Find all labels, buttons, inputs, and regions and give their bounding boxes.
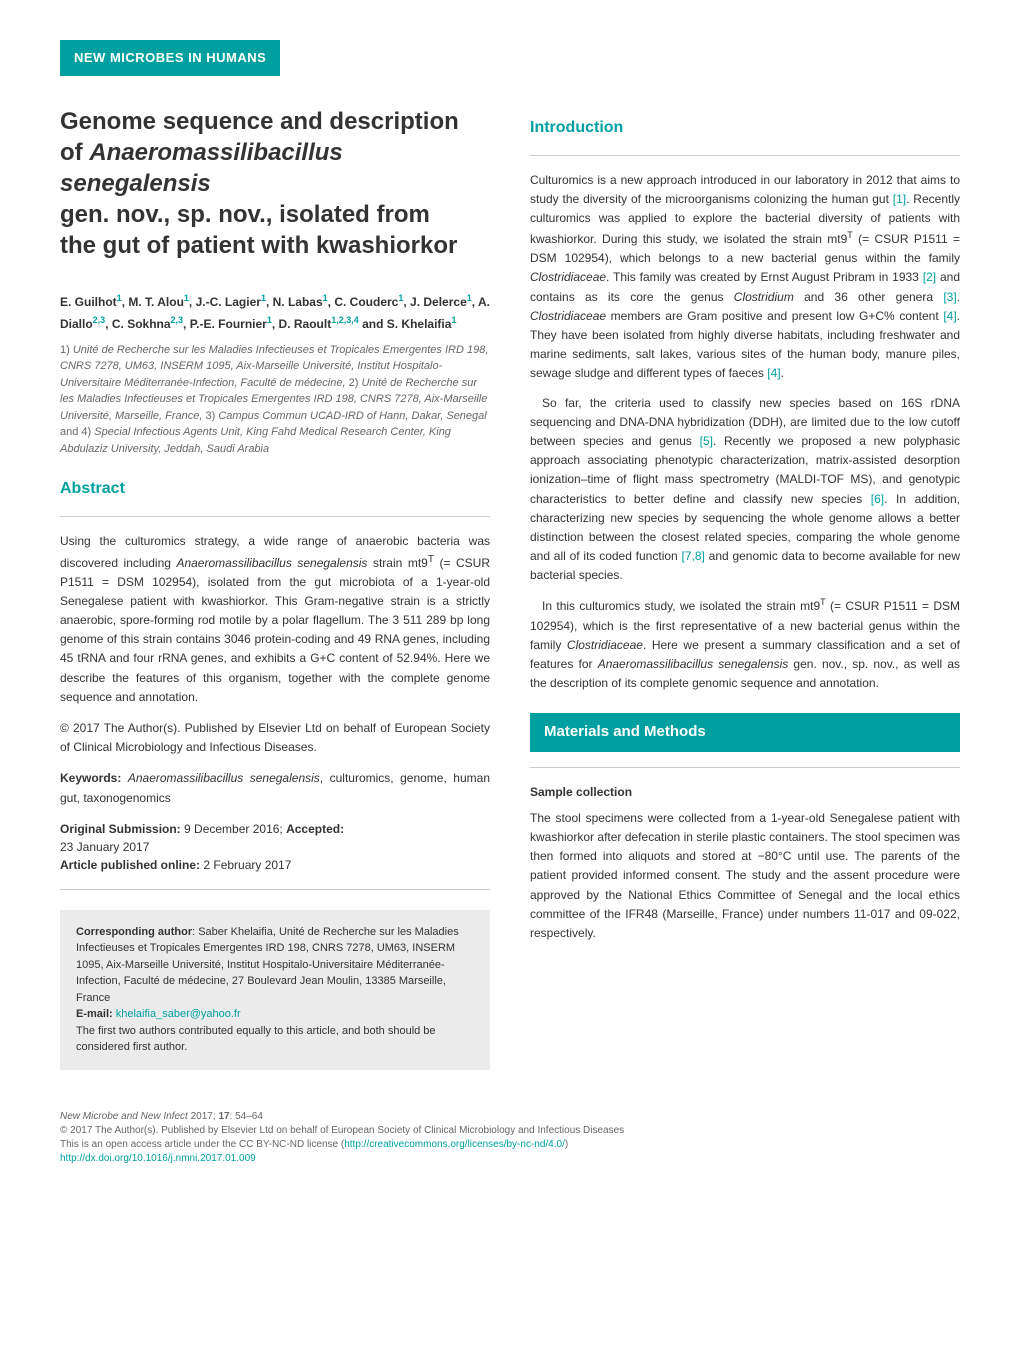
- authors-list: E. Guilhot1, M. T. Alou1, J.-C. Lagier1,…: [60, 291, 490, 333]
- ref-link-4[interactable]: [4]: [943, 309, 956, 323]
- methods-title: Materials and Methods: [544, 723, 706, 740]
- right-column: Introduction Culturomics is a new approa…: [530, 106, 960, 1070]
- intro-paragraph-3: In this culturomics study, we isolated t…: [530, 595, 960, 693]
- footer-license-close: ): [565, 1139, 568, 1150]
- methods-section-bar: Materials and Methods: [530, 713, 960, 752]
- submission-info: Original Submission: 9 December 2016; Ac…: [60, 820, 490, 874]
- introduction-divider: [530, 155, 960, 156]
- methods-divider: [530, 767, 960, 768]
- original-submission-date: 9 December 2016;: [181, 822, 286, 836]
- published-date: 2 February 2017: [200, 858, 291, 872]
- title-species: Anaeromassilibacillus senegalensis: [60, 139, 343, 197]
- footer-license-link[interactable]: http://creativecommons.org/licenses/by-n…: [344, 1139, 565, 1150]
- abstract-divider: [60, 516, 490, 517]
- title-line4: the gut of patient with kwashiorkor: [60, 232, 457, 259]
- keywords-block: Keywords: Anaeromassilibacillus senegale…: [60, 769, 490, 807]
- submission-divider: [60, 889, 490, 890]
- ref-link-2[interactable]: [2]: [923, 270, 936, 284]
- intro-paragraph-1: Culturomics is a new approach introduced…: [530, 171, 960, 384]
- left-column: Genome sequence and description of Anaer…: [60, 106, 490, 1070]
- corresponding-author-box: Corresponding author: Saber Khelaifia, U…: [60, 910, 490, 1070]
- original-submission-label: Original Submission:: [60, 822, 181, 836]
- abstract-title: Abstract: [60, 477, 490, 501]
- title-line2: of: [60, 139, 89, 166]
- corresponding-note: The first two authors contributed equall…: [76, 1025, 436, 1054]
- ref-link-6[interactable]: [6]: [871, 492, 884, 506]
- footer-doi-link[interactable]: http://dx.doi.org/10.1016/j.nmni.2017.01…: [60, 1153, 256, 1164]
- footer-license: This is an open access article under the…: [60, 1138, 960, 1152]
- footer-citation: New Microbe and New Infect 2017; 17: 54–…: [60, 1110, 960, 1124]
- main-content: Genome sequence and description of Anaer…: [60, 106, 960, 1070]
- introduction-title: Introduction: [530, 116, 960, 140]
- keywords-label: Keywords:: [60, 771, 121, 785]
- ref-link-78[interactable]: [7,8]: [682, 549, 705, 563]
- corresponding-email[interactable]: khelaifia_saber@yahoo.fr: [116, 1008, 241, 1020]
- intro-paragraph-2: So far, the criteria used to classify ne…: [530, 394, 960, 586]
- sample-collection-title: Sample collection: [530, 783, 960, 801]
- footer-doi: http://dx.doi.org/10.1016/j.nmni.2017.01…: [60, 1152, 960, 1166]
- abstract-copyright: © 2017 The Author(s). Published by Elsev…: [60, 719, 490, 757]
- affiliations: 1) Unité de Recherche sur les Maladies I…: [60, 342, 490, 458]
- page-footer: New Microbe and New Infect 2017; 17: 54–…: [60, 1110, 960, 1166]
- ref-link-1[interactable]: [1]: [893, 192, 906, 206]
- footer-copyright: © 2017 The Author(s). Published by Elsev…: [60, 1124, 960, 1138]
- accepted-label: Accepted:: [286, 822, 344, 836]
- ref-link-3[interactable]: [3]: [943, 290, 956, 304]
- section-header-bar: NEW MICROBES IN HUMANS: [60, 40, 280, 76]
- email-label: E-mail:: [76, 1008, 116, 1020]
- ref-link-4b[interactable]: [4]: [767, 366, 780, 380]
- corresponding-label: Corresponding author: [76, 926, 192, 938]
- ref-link-5[interactable]: [5]: [700, 434, 713, 448]
- title-line3: gen. nov., sp. nov., isolated from: [60, 201, 430, 228]
- sample-collection-text: The stool specimens were collected from …: [530, 809, 960, 943]
- footer-license-text: This is an open access article under the…: [60, 1139, 344, 1150]
- published-label: Article published online:: [60, 858, 200, 872]
- abstract-paragraph-1: Using the culturomics strategy, a wide r…: [60, 532, 490, 707]
- title-line1: Genome sequence and description: [60, 108, 459, 135]
- article-title: Genome sequence and description of Anaer…: [60, 106, 490, 262]
- accepted-date: 23 January 2017: [60, 840, 149, 854]
- section-header-label: NEW MICROBES IN HUMANS: [74, 50, 266, 65]
